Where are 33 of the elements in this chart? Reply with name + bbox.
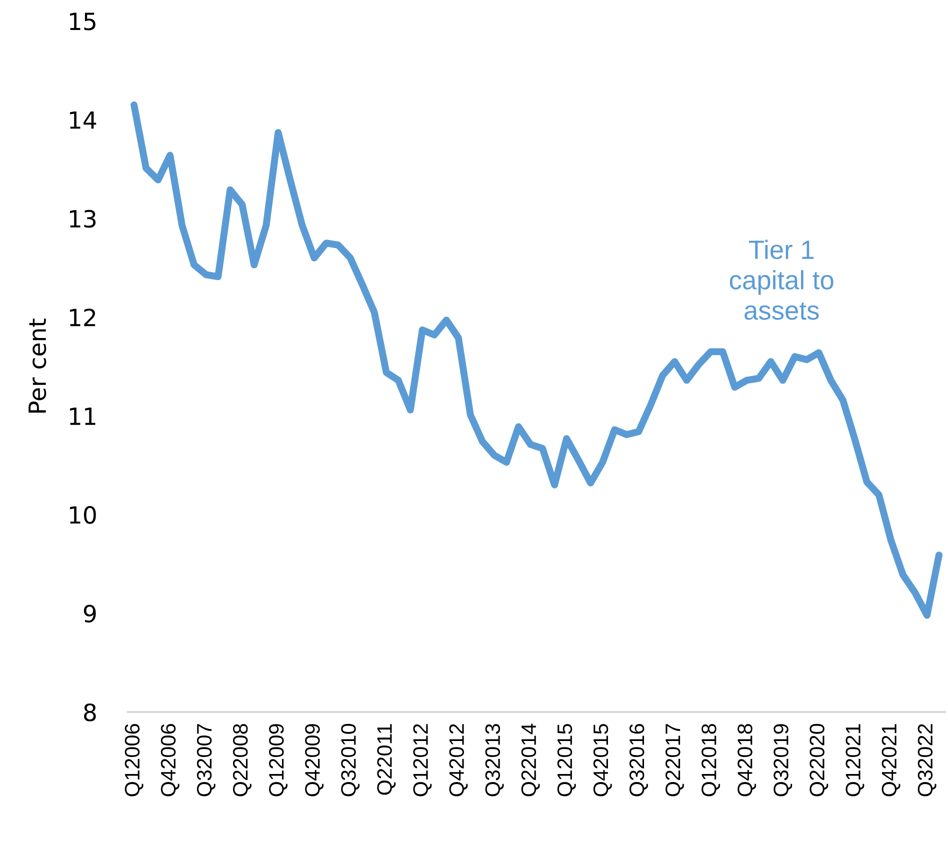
y-tick-label: 9 [84, 604, 96, 623]
y-tick-label: 12 [70, 308, 96, 326]
y-tick-label: 14 [70, 111, 96, 129]
x-tick-label: Q42015 [593, 724, 612, 796]
y-tick-label: 10 [70, 506, 96, 524]
x-tick-label: Q32022 [918, 724, 936, 796]
annotation: Tier 1 capital to assets [730, 240, 834, 320]
x-tick-label: Q12006 [124, 724, 144, 796]
x-tick-label: Q32007 [196, 724, 216, 796]
x-tick-label: Q12012 [413, 724, 432, 796]
x-tick-label: Q42012 [449, 724, 468, 796]
y-tick-label: 15 [70, 12, 96, 30]
y-axis-title: Per cent [28, 318, 46, 413]
y-tick-label: 13 [70, 210, 96, 228]
x-tick-label: Q12015 [557, 724, 576, 796]
x-tick-label: Q32019 [774, 724, 792, 796]
x-tick-label: Q42018 [738, 724, 756, 796]
x-tick-label: Q42009 [305, 724, 324, 796]
x-tick-label: Q32010 [341, 724, 360, 796]
x-tick-label: Q22017 [666, 724, 684, 796]
x-tick-label: Q42021 [882, 724, 900, 796]
y-tick-label: 11 [70, 408, 96, 425]
x-tick-label: Q12021 [846, 724, 864, 796]
x-tick-label: Q22008 [232, 724, 252, 796]
x-tick-label: Q22020 [810, 724, 828, 796]
x-tick-label: Q42006 [160, 724, 180, 796]
x-tick-label: Q22014 [521, 724, 540, 796]
x-tick-label: Q12018 [702, 724, 720, 796]
x-tick-label: Q12009 [269, 724, 288, 796]
x-tick-label: Q32016 [629, 724, 648, 796]
x-tick-label: Q32013 [485, 724, 504, 796]
y-tick-label: 8 [84, 703, 96, 722]
x-tick-label: Q22011 [377, 724, 396, 795]
